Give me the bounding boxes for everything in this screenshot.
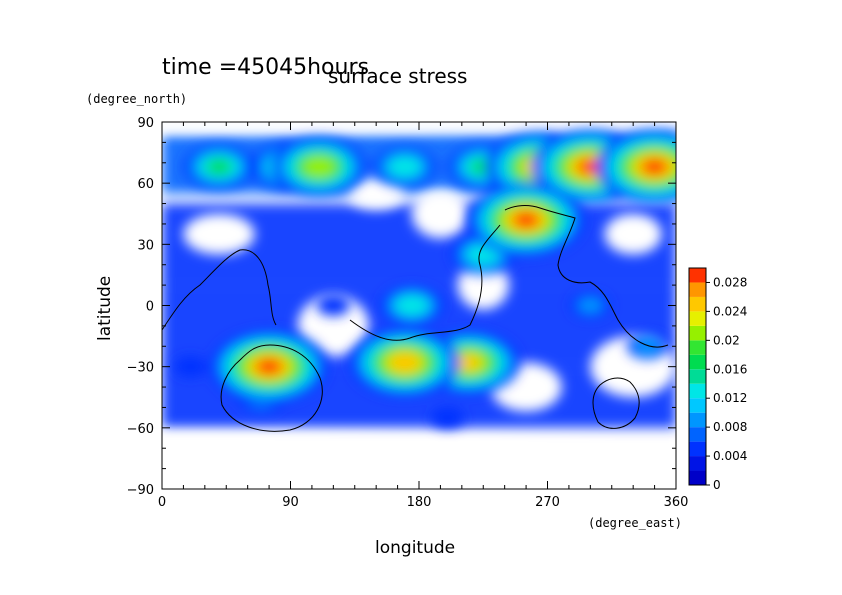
field-gap-8 [162, 433, 676, 483]
x-tick-label: 180 [407, 495, 432, 510]
colorbar-tick-label: 0.024 [713, 304, 747, 318]
colorbar-tick-label: 0.02 [713, 333, 740, 347]
field-blob-6-level-6 [388, 156, 422, 178]
field-blob-19-level-14 [256, 358, 282, 375]
field-blob-18-level-14 [513, 211, 539, 228]
colorbar-frame [688, 267, 707, 486]
colorbar-swatch [689, 325, 706, 341]
colorbar-tick-label: 0.004 [713, 449, 747, 463]
colorbar-swatch [689, 340, 706, 355]
colorbar-swatch [689, 369, 706, 384]
y-tick-label: −90 [127, 483, 154, 498]
y-tick-label: −30 [127, 361, 154, 376]
field-blob-13-level-12 [456, 354, 482, 371]
x-units-label: (degree_east) [588, 516, 682, 530]
field-blob-7-level-6 [395, 295, 429, 316]
colorbar-tick-label: 0.008 [713, 420, 747, 434]
x-tick-label: 270 [535, 495, 560, 510]
colorbar-tick-label: 0.028 [713, 275, 747, 289]
colorbar-swatch [689, 282, 706, 297]
colorbar-swatch [689, 268, 706, 283]
x-tick-labels: 0 90 180 270 360 [158, 495, 689, 510]
coastline-south-america [592, 377, 640, 429]
y-tick-label: 90 [137, 116, 154, 131]
colorbar-swatch [689, 441, 706, 457]
coastline-eurasia [162, 224, 501, 341]
stress-field [162, 122, 676, 483]
y-units-label: (degree_north) [86, 92, 187, 106]
colorbar-swatch [689, 427, 706, 442]
colorbar-swatch [689, 470, 706, 485]
colorbar-swatch [689, 383, 706, 399]
x-tick-label: 0 [158, 495, 166, 510]
field-blob-12-level-10 [302, 156, 336, 178]
field-blob-9-level-8 [206, 158, 232, 175]
coastline-americas [504, 205, 669, 348]
x-axis-label: longitude [375, 538, 455, 558]
coastlines [162, 205, 669, 432]
field-gap-1 [183, 213, 255, 255]
coastline-africa [220, 344, 323, 432]
field-blob-2-level-2 [430, 407, 465, 429]
y-tick-label: 0 [146, 300, 154, 315]
field-gap-0 [411, 189, 469, 239]
y-tick-label: −60 [127, 422, 154, 437]
colorbar: 0 0.004 0.008 0.012 0.016 0.02 0.024 0.028 [688, 267, 747, 492]
field-blob-3-level-4 [577, 297, 604, 314]
y-tick-label: 30 [137, 238, 154, 253]
time-label: time =45045hours [162, 55, 369, 80]
axis-ticks [161, 121, 677, 490]
colorbar-swatch [689, 296, 706, 312]
colorbar-swatch [689, 354, 706, 370]
x-tick-label: 360 [664, 495, 689, 510]
field-blob-17-level-14 [641, 158, 668, 175]
colorbar-tick-label: 0.016 [713, 362, 747, 376]
field-blob-4-level-4 [634, 338, 661, 355]
colorbar-swatch [689, 398, 706, 413]
field-blob-1-level-2 [316, 295, 350, 316]
colorbar-tick-label: 0 [713, 478, 721, 492]
y-axis-label: latitude [95, 276, 115, 341]
field-blobs [173, 130, 676, 429]
colorbar-swatch [689, 412, 706, 428]
field-gap-2 [604, 213, 662, 255]
x-tick-label: 90 [282, 495, 299, 510]
field-gap-7 [347, 177, 405, 210]
y-tick-label: 60 [137, 177, 154, 192]
colorbar-swatch [689, 311, 706, 326]
colorbar-tick-label: 0.012 [713, 391, 747, 405]
y-tick-labels: −90 −60 −30 0 30 60 90 [127, 116, 154, 498]
colorbar-swatch [689, 456, 706, 471]
field-gap-3 [297, 295, 370, 357]
chart-title: surface stress [328, 64, 467, 88]
field-gap-6 [457, 260, 509, 310]
field-blob-15-level-12 [388, 352, 422, 373]
field-blob-0-level-2 [173, 356, 208, 378]
